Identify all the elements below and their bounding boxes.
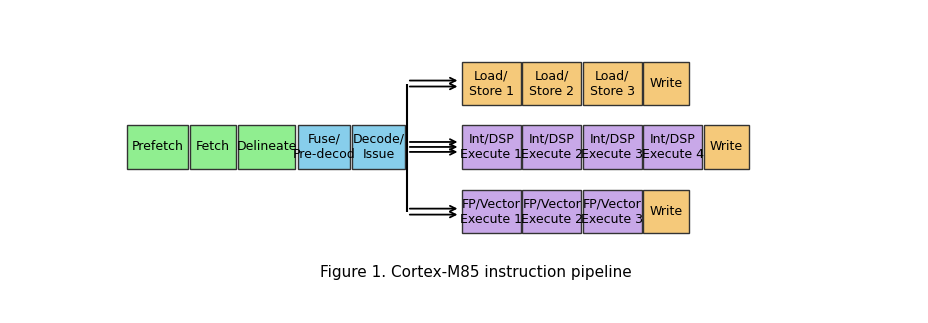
Bar — [702, 125, 748, 169]
Text: Write: Write — [649, 205, 682, 218]
Bar — [522, 62, 581, 105]
Text: Int/DSP
Execute 3: Int/DSP Execute 3 — [581, 133, 642, 161]
Bar — [190, 125, 236, 169]
Text: Int/DSP
Execute 2: Int/DSP Execute 2 — [521, 133, 582, 161]
Text: FP/Vector
Execute 1: FP/Vector Execute 1 — [459, 198, 522, 225]
Text: Write: Write — [649, 77, 682, 90]
Bar — [297, 125, 350, 169]
Bar — [642, 190, 688, 234]
Text: FP/Vector
Execute 2: FP/Vector Execute 2 — [521, 198, 582, 225]
Text: Figure 1. Cortex-M85 instruction pipeline: Figure 1. Cortex-M85 instruction pipelin… — [320, 265, 631, 280]
Bar — [642, 125, 702, 169]
Bar — [582, 125, 641, 169]
Text: Fuse/
Pre-decod: Fuse/ Pre-decod — [292, 133, 354, 161]
Bar — [461, 62, 521, 105]
Bar — [461, 190, 521, 234]
Text: Load/
Store 1: Load/ Store 1 — [469, 69, 513, 98]
Bar — [522, 190, 581, 234]
Text: Delineate: Delineate — [236, 141, 296, 153]
Bar — [642, 62, 688, 105]
Text: Fetch: Fetch — [196, 141, 230, 153]
Text: Int/DSP
Execute 1: Int/DSP Execute 1 — [459, 133, 522, 161]
Bar — [127, 125, 187, 169]
Text: Load/
Store 2: Load/ Store 2 — [529, 69, 574, 98]
Text: Decode/
Issue: Decode/ Issue — [353, 133, 404, 161]
Bar — [522, 125, 581, 169]
Text: Int/DSP
Execute 4: Int/DSP Execute 4 — [641, 133, 702, 161]
Text: Load/
Store 3: Load/ Store 3 — [589, 69, 634, 98]
Bar — [582, 62, 641, 105]
Text: Write: Write — [709, 141, 742, 153]
Bar — [352, 125, 405, 169]
Bar — [461, 125, 521, 169]
Text: FP/Vector
Execute 3: FP/Vector Execute 3 — [581, 198, 642, 225]
Text: Prefetch: Prefetch — [132, 141, 183, 153]
Bar — [238, 125, 295, 169]
Bar — [582, 190, 641, 234]
